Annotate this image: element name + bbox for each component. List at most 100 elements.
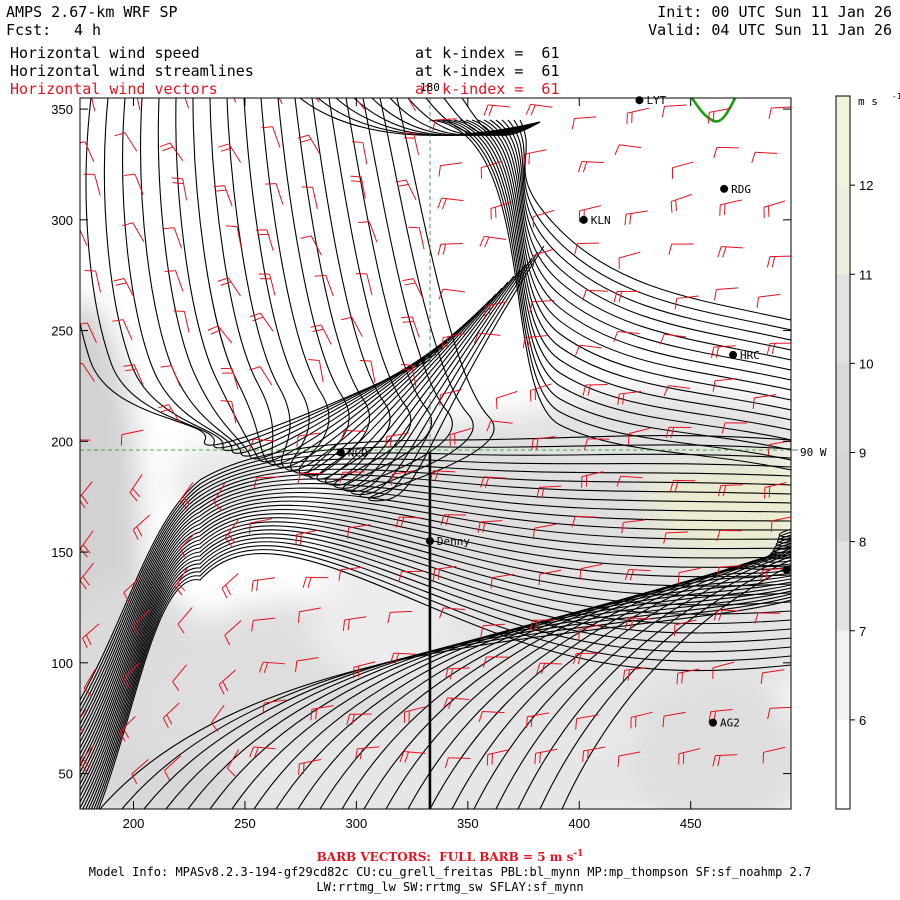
streamline bbox=[85, 98, 437, 449]
streamline bbox=[447, 119, 791, 441]
wind-barb bbox=[136, 98, 141, 111]
wind-barb bbox=[671, 161, 694, 179]
wind-barb bbox=[584, 438, 610, 450]
station-nco: NCO bbox=[336, 446, 368, 459]
wind-barb bbox=[663, 385, 691, 396]
streamline bbox=[359, 98, 539, 499]
streamline bbox=[328, 98, 521, 489]
streamline bbox=[80, 487, 791, 755]
wind-barb bbox=[131, 759, 149, 785]
wind-barb bbox=[218, 143, 242, 163]
wind-barb bbox=[763, 200, 786, 219]
streamline bbox=[489, 119, 791, 371]
wind-barb bbox=[529, 300, 555, 313]
wind-barb bbox=[83, 669, 96, 697]
streamline bbox=[80, 435, 791, 701]
wind-barb bbox=[218, 669, 236, 695]
wind-barb bbox=[624, 210, 648, 226]
wind-barb bbox=[338, 566, 363, 581]
wind-barb bbox=[315, 98, 320, 103]
wind-barb bbox=[295, 657, 319, 673]
wind-barb bbox=[490, 201, 513, 220]
streamline bbox=[441, 119, 791, 451]
wind-barb bbox=[253, 476, 279, 489]
wind-barb bbox=[532, 523, 557, 540]
station-denny: Denny bbox=[425, 535, 470, 548]
wind-barb bbox=[171, 177, 188, 201]
wind-barb bbox=[341, 316, 363, 337]
station-marker bbox=[336, 448, 345, 457]
wind-barb bbox=[674, 619, 697, 637]
colorbar-tick-label: 10 bbox=[859, 356, 873, 371]
wind-barb bbox=[220, 367, 239, 390]
wind-barb bbox=[532, 248, 555, 267]
valid-time: Valid: 04 UTC Sun 11 Jan 26 bbox=[648, 21, 892, 39]
station-lyt: LYT bbox=[635, 94, 667, 107]
wind-barb bbox=[661, 104, 687, 118]
colorbar-bin bbox=[836, 363, 850, 453]
wind-barb bbox=[399, 751, 426, 763]
wind-barb bbox=[132, 514, 150, 540]
wind-barb bbox=[478, 710, 505, 723]
wind-barb bbox=[529, 619, 555, 632]
wind-barb bbox=[572, 652, 599, 665]
wind-barb bbox=[80, 439, 91, 441]
streamline bbox=[80, 452, 791, 713]
wind-barb bbox=[677, 567, 701, 584]
wind-barb bbox=[721, 422, 748, 434]
wind-barb bbox=[531, 436, 556, 451]
streamline bbox=[407, 98, 541, 136]
streamline bbox=[80, 504, 791, 779]
streamline bbox=[157, 98, 461, 460]
streamline bbox=[561, 528, 791, 809]
wind-barb bbox=[617, 390, 642, 406]
wind-barb bbox=[390, 470, 415, 486]
wind-barb bbox=[756, 293, 781, 309]
wind-barb bbox=[184, 98, 190, 109]
streamline bbox=[483, 119, 791, 381]
y-tick-label: 200 bbox=[51, 434, 73, 449]
wind-barb bbox=[132, 609, 150, 636]
model-title: AMPS 2.67-km WRF SP bbox=[6, 3, 178, 21]
wind-barb bbox=[479, 235, 507, 248]
wind-barb bbox=[665, 426, 691, 439]
wind-barb bbox=[249, 438, 276, 450]
streamline bbox=[80, 509, 791, 785]
wind-barb bbox=[441, 333, 465, 349]
station-marker bbox=[425, 536, 434, 545]
wind-barb bbox=[265, 183, 284, 205]
wind-barb bbox=[114, 132, 138, 152]
layer-wind-speed: Horizontal wind speed bbox=[10, 44, 200, 62]
wind-barb bbox=[297, 607, 322, 623]
x-tick-label: 300 bbox=[346, 816, 368, 831]
wind-barb bbox=[261, 126, 281, 148]
wind-barb bbox=[523, 149, 547, 166]
wind-barb bbox=[408, 226, 425, 250]
wind-barb bbox=[719, 199, 742, 216]
station-label: KLN bbox=[591, 214, 611, 227]
wind-barb bbox=[432, 565, 457, 581]
wind-barb bbox=[301, 186, 318, 209]
streamline bbox=[88, 537, 791, 809]
barb-footnote: BARB VECTORS: FULL BARB = 5 m s-1 bbox=[0, 849, 900, 864]
streamline bbox=[507, 119, 791, 341]
streamline bbox=[122, 98, 449, 454]
wind-barb bbox=[707, 107, 731, 124]
station-rdg: RDG bbox=[720, 183, 751, 196]
streamline bbox=[80, 492, 791, 761]
wind-barb bbox=[350, 175, 366, 199]
wind-barb bbox=[80, 228, 88, 246]
y-tick-label: 350 bbox=[51, 102, 73, 117]
wind-barb bbox=[617, 751, 641, 768]
station-kln: KLN bbox=[579, 214, 611, 227]
wind-barb bbox=[438, 288, 466, 300]
wind-barb bbox=[713, 287, 739, 301]
streamline bbox=[243, 98, 491, 474]
wind-barb bbox=[754, 612, 781, 624]
meridian-label: 180 bbox=[420, 81, 440, 94]
wind-barb bbox=[403, 706, 426, 724]
wind-barb bbox=[760, 669, 785, 684]
wind-barb bbox=[713, 609, 740, 621]
wind-barb bbox=[440, 514, 467, 526]
wind-barb bbox=[752, 394, 777, 409]
